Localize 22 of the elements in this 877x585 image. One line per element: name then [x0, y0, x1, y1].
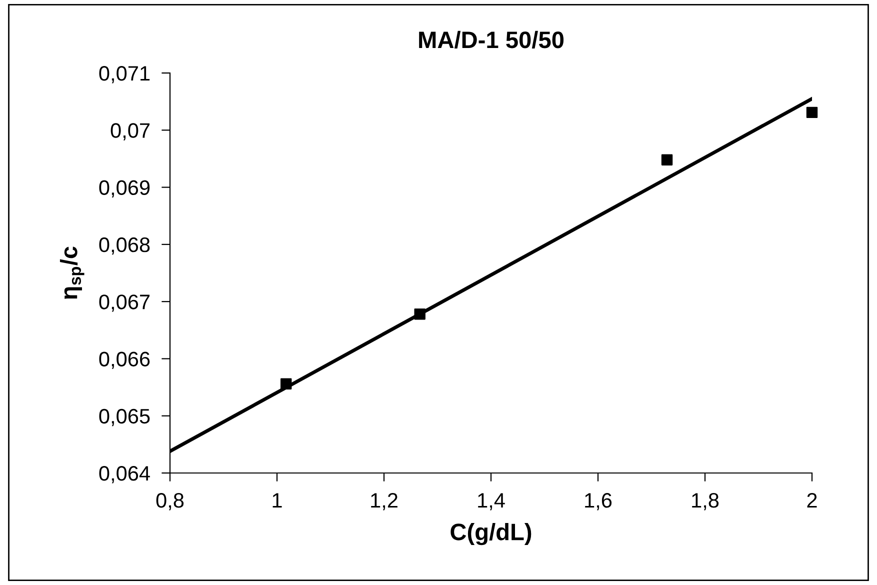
y-tick-label: 0,068	[99, 237, 150, 255]
x-tick-label: 1,2	[371, 492, 398, 510]
y-tick-label: 0,065	[99, 408, 150, 426]
point	[414, 308, 426, 320]
y-tick-label: 0,071	[99, 66, 150, 84]
point	[280, 378, 292, 390]
y-axis-title: η$_{sp}$/c	[60, 246, 84, 299]
x-tick-label: 1,8	[692, 492, 719, 510]
y-tick-label: 0,066	[99, 352, 150, 369]
x-tick-label: 1,6	[585, 492, 612, 510]
x-tick-label: 0,8	[156, 492, 184, 510]
x-tick-label: 2	[807, 492, 817, 508]
chart-title: MA/D-1 50/50	[419, 30, 564, 48]
y-tick-label: 0,07	[110, 123, 150, 140]
point	[661, 154, 673, 166]
y-tick-label: 0,069	[99, 180, 150, 198]
y-tick-label: 0,064	[99, 466, 150, 484]
x-tick-label: 1,4	[478, 493, 505, 510]
x-axis-title: C(g/dL)	[450, 522, 532, 546]
x-tick-label: 1	[272, 493, 282, 508]
y-tick-label: 0,067	[99, 294, 150, 312]
point	[806, 106, 818, 118]
